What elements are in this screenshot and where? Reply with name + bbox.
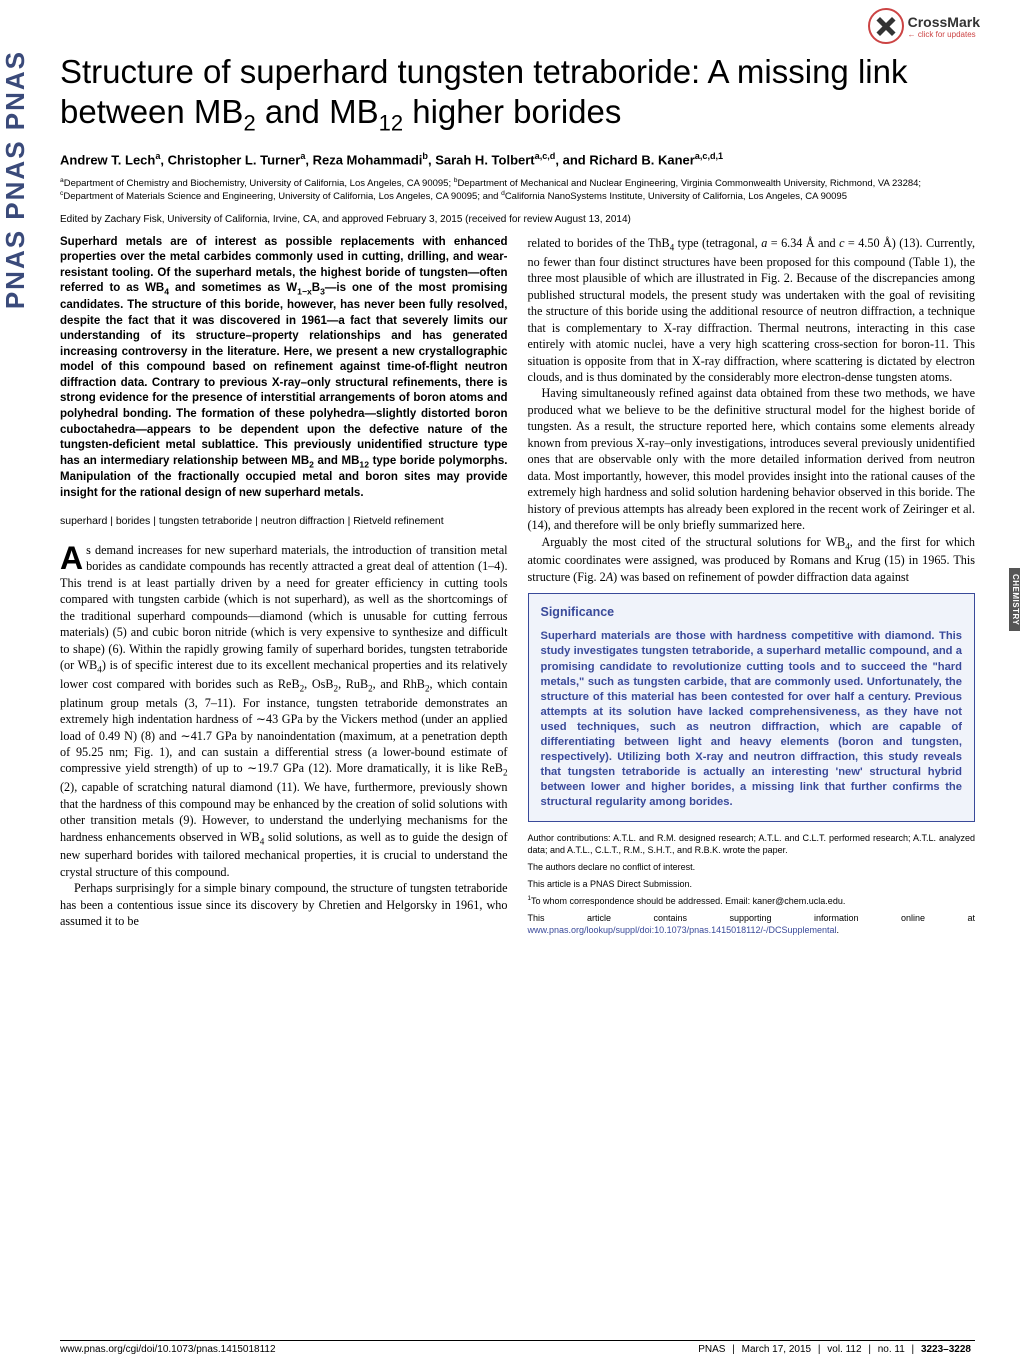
conflict-statement: The authors declare no conflict of inter…: [528, 861, 976, 873]
body-para-4: Having simultaneously refined against da…: [528, 385, 976, 533]
crossmark-widget[interactable]: CrossMark ← click for updates: [868, 8, 980, 44]
article-page: Structure of superhard tungsten tetrabor…: [60, 52, 975, 1335]
edited-by-line: Edited by Zachary Fisk, University of Ca…: [60, 214, 975, 225]
article-title: Structure of superhard tungsten tetrabor…: [60, 52, 975, 137]
footer-pages: 3223–3228: [917, 1344, 975, 1355]
body-para-1: As demand increases for new superhard ma…: [60, 542, 508, 881]
significance-body: Superhard materials are those with hardn…: [541, 629, 963, 810]
supporting-info: This article contains supporting informa…: [528, 912, 976, 936]
significance-heading: Significance: [541, 604, 963, 621]
submission-type: This article is a PNAS Direct Submission…: [528, 878, 976, 890]
footer-doi: www.pnas.org/cgi/doi/10.1073/pnas.141501…: [60, 1344, 276, 1355]
body-para-3: related to borides of the ThB4 type (tet…: [528, 235, 976, 386]
section-tab-chemistry: CHEMISTRY: [1009, 568, 1020, 631]
two-column-layout: Superhard metals are of interest as poss…: [60, 235, 975, 942]
page-footer: www.pnas.org/cgi/doi/10.1073/pnas.141501…: [60, 1340, 975, 1355]
significance-box: Significance Superhard materials are tho…: [528, 593, 976, 821]
crossmark-title: CrossMark: [908, 14, 980, 30]
correspondence: 1To whom correspondence should be addres…: [528, 895, 976, 907]
author-contributions: Author contributions: A.T.L. and R.M. de…: [528, 832, 976, 856]
right-column: related to borides of the ThB4 type (tet…: [528, 235, 976, 942]
author-list: Andrew T. Lecha, Christopher L. Turnera,…: [60, 151, 975, 167]
body-para-5: Arguably the most cited of the structura…: [528, 534, 976, 586]
footer-citation: PNAS | March 17, 2015 | vol. 112 | no. 1…: [694, 1344, 975, 1355]
abstract: Superhard metals are of interest as poss…: [60, 235, 508, 502]
crossmark-icon: [868, 8, 904, 44]
journal-sidebar: PNAS PNAS PNAS: [0, 0, 32, 1365]
affiliations: aDepartment of Chemistry and Biochemistr…: [60, 177, 975, 204]
article-notes: Author contributions: A.T.L. and R.M. de…: [528, 832, 976, 937]
left-column: Superhard metals are of interest as poss…: [60, 235, 508, 942]
footer-issue: no. 11: [874, 1344, 909, 1355]
footer-journal: PNAS: [694, 1344, 729, 1355]
footer-date: March 17, 2015: [738, 1344, 816, 1355]
pnas-logo-text: PNAS PNAS PNAS: [0, 50, 32, 309]
crossmark-subtitle: ← click for updates: [908, 30, 980, 39]
keywords: superhard | borides | tungsten tetrabori…: [60, 514, 508, 528]
footer-volume: vol. 112: [823, 1344, 865, 1355]
body-para-2: Perhaps surprisingly for a simple binary…: [60, 880, 508, 929]
